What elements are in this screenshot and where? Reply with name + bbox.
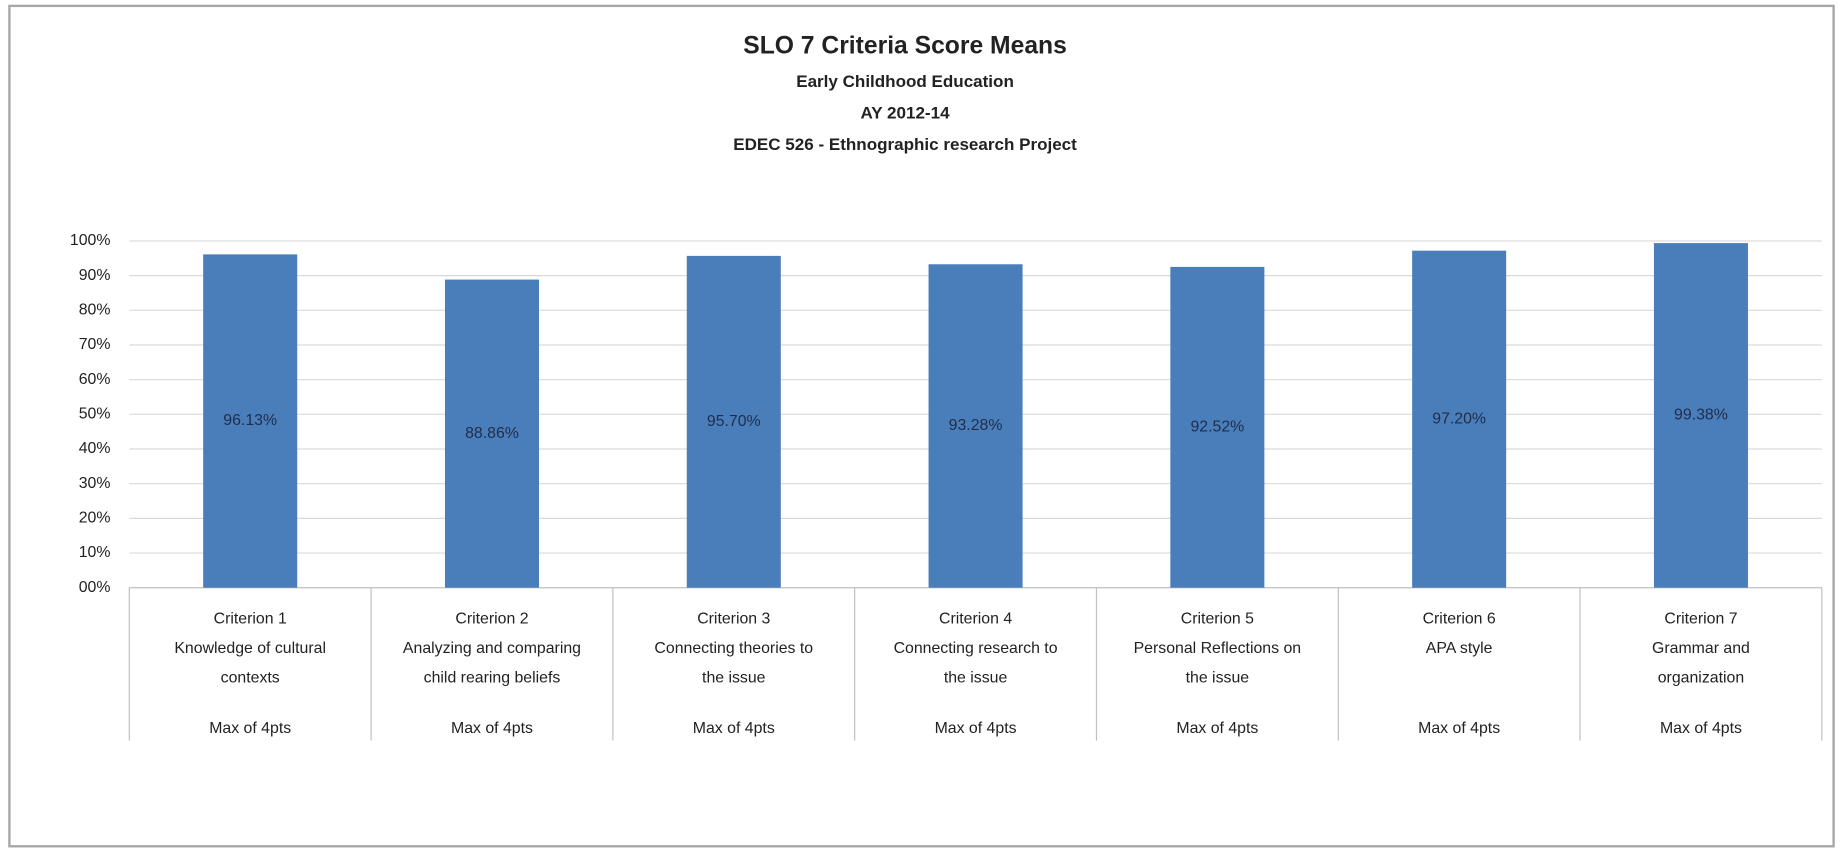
x-sublabel: Max of 4pts [1176,720,1258,737]
data-label: 95.70% [707,413,761,430]
y-tick-label: 10% [79,544,111,561]
x-tick-label: Personal Reflections on [1134,640,1302,657]
chart-subtitle: AY 2012-14 [861,104,951,123]
x-sublabel: Max of 4pts [935,720,1017,737]
bar [928,264,1023,588]
x-tick-label: APA style [1426,640,1493,657]
x-tick-label: the issue [1186,669,1250,686]
x-tick-label: Connecting theories to [654,640,813,657]
data-label: 93.28% [949,417,1003,434]
x-tick-label: Criterion 3 [697,611,770,628]
x-tick-label: Criterion 6 [1423,611,1496,628]
bar [203,254,298,588]
y-tick-label: 00% [79,579,111,596]
x-sublabel: Max of 4pts [693,720,775,737]
x-tick-label: Connecting research to [894,640,1058,657]
chart-subtitle: Early Childhood Education [796,72,1014,91]
data-label: 97.20% [1432,410,1486,427]
x-tick-label: Criterion 7 [1664,611,1737,628]
chart-subtitle: EDEC 526 - Ethnographic research Project [733,135,1077,154]
bar [1170,266,1265,588]
x-tick-label: Grammar and [1652,640,1750,657]
x-tick-label: child rearing beliefs [424,669,561,686]
y-tick-label: 70% [79,336,111,353]
x-tick-label: Knowledge of cultural [174,640,326,657]
y-tick-label: 30% [79,475,111,492]
data-label: 88.86% [465,425,519,442]
x-tick-label: the issue [702,669,766,686]
bar [1653,243,1748,588]
chart-title: SLO 7 Criteria Score Means [743,33,1067,60]
x-tick-label: Criterion 1 [214,611,287,628]
bar [444,279,539,588]
y-tick-label: 40% [79,440,111,457]
x-tick-label: Criterion 2 [455,611,528,628]
data-label: 92.52% [1190,418,1244,435]
x-tick-label: organization [1658,669,1744,686]
y-tick-label: 20% [79,510,111,527]
y-tick-label: 90% [79,267,111,284]
x-sublabel: Max of 4pts [209,720,291,737]
data-label: 99.38% [1674,407,1728,424]
x-sublabel: Max of 4pts [1418,720,1500,737]
x-sublabel: Max of 4pts [451,720,533,737]
x-tick-label: the issue [944,669,1008,686]
x-tick-label: contexts [221,669,280,686]
y-tick-label: 100% [70,232,111,249]
chart-frame [8,4,1835,848]
x-tick-label: Criterion 4 [939,611,1012,628]
y-tick-label: 60% [79,371,111,388]
y-tick-label: 50% [79,406,111,423]
bar [686,255,781,588]
x-sublabel: Max of 4pts [1660,720,1742,737]
x-tick-label: Analyzing and comparing [403,640,581,657]
data-label: 96.13% [223,412,277,429]
x-tick-label: Criterion 5 [1181,611,1254,628]
y-tick-label: 80% [79,302,111,319]
bar [1412,250,1507,588]
